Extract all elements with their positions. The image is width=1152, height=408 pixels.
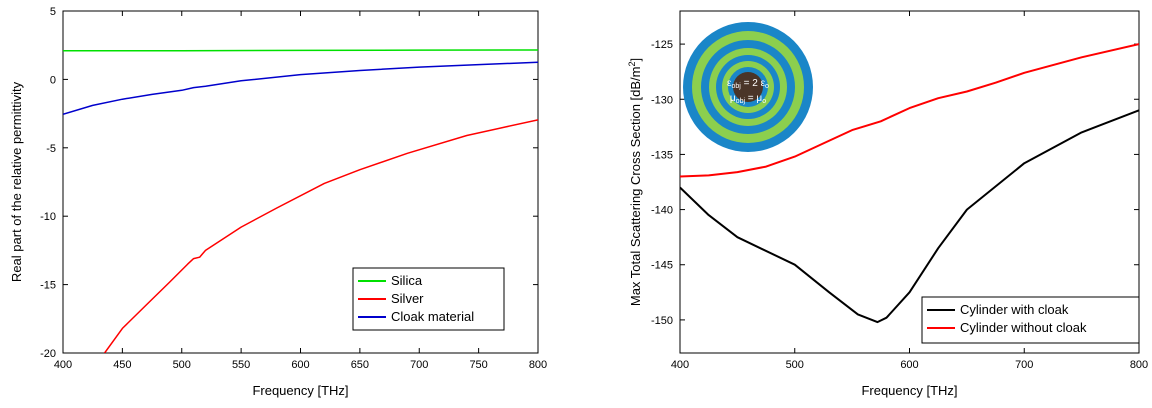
y-tick-label: -135 [651,149,673,161]
x-tick-label: 800 [529,359,547,371]
x-axis-label: Frequency [THz] [861,383,957,398]
inset-permeability-text: μobj = μo [730,93,766,105]
y-tick-label: 5 [50,6,56,18]
x-tick-label: 650 [351,359,369,371]
y-tick-label: -125 [651,39,673,51]
x-tick-label: 450 [113,359,131,371]
x-tick-label: 800 [1130,359,1148,371]
series-line-silica [63,49,538,52]
series-line-cylinder-without-cloak [680,43,1139,178]
series-line-cylinder-with-cloak [680,109,1139,324]
y-axis-label: Max Total Scattering Cross Section [dB/m… [627,58,643,306]
subscript: o [765,83,769,90]
y-tick-label: -130 [651,94,673,106]
x-tick-label: 750 [469,359,487,371]
x-tick-label: 400 [671,359,689,371]
y-tick-label: -145 [651,260,673,272]
y-tick-label: -20 [40,348,56,360]
series-line-cloak-material [63,61,538,116]
x-tick-label: 400 [54,359,72,371]
subscript: obj [732,83,742,90]
rest: = 2 ε [741,78,766,89]
x-tick-label: 700 [410,359,428,371]
legend-label: Cloak material [391,309,474,324]
rest: = μ [745,93,762,104]
x-tick-label: 700 [1015,359,1033,371]
x-axis-label: Frequency [THz] [252,383,348,398]
legend-label: Silver [391,291,424,306]
legend-box [921,296,1140,344]
subscript: obj [736,98,746,105]
y-tick-label: -15 [40,280,56,292]
x-tick-label: 600 [900,359,918,371]
y-tick-label: -5 [46,143,56,155]
y-axis-label-close: ] [628,58,643,62]
y-tick-label: -140 [651,205,673,217]
y-tick-label: -10 [40,211,56,223]
y-axis-label: Real part of the relative permittivity [9,81,24,282]
legend: Silica Silver Cloak material [352,267,505,331]
chart-1: 400 450 500 550 600 650 700 750 800 5 0 -5 -10 -15 -20… [9,6,547,398]
y-tick-label: 0 [50,74,56,86]
legend-label: Silica [391,273,423,288]
inset-ring [733,72,763,102]
x-tick-label: 500 [173,359,191,371]
legend-label: Cylinder without cloak [960,320,1087,335]
x-tick-label: 600 [291,359,309,371]
y-tick-label: -150 [651,315,673,327]
chart-2: 400 500 600 700 800 -125 -130 -135 -140 -145 -150 F… [627,10,1148,398]
series-line-silver [103,119,538,353]
legend: Cylinder with cloak Cylinder without cloa… [921,296,1140,344]
x-tick-label: 550 [232,359,250,371]
x-tick-label: 500 [786,359,804,371]
y-axis-label-superscript: 2 [627,61,637,66]
legend-label: Cylinder with cloak [960,302,1069,317]
subscript: o [762,98,766,105]
